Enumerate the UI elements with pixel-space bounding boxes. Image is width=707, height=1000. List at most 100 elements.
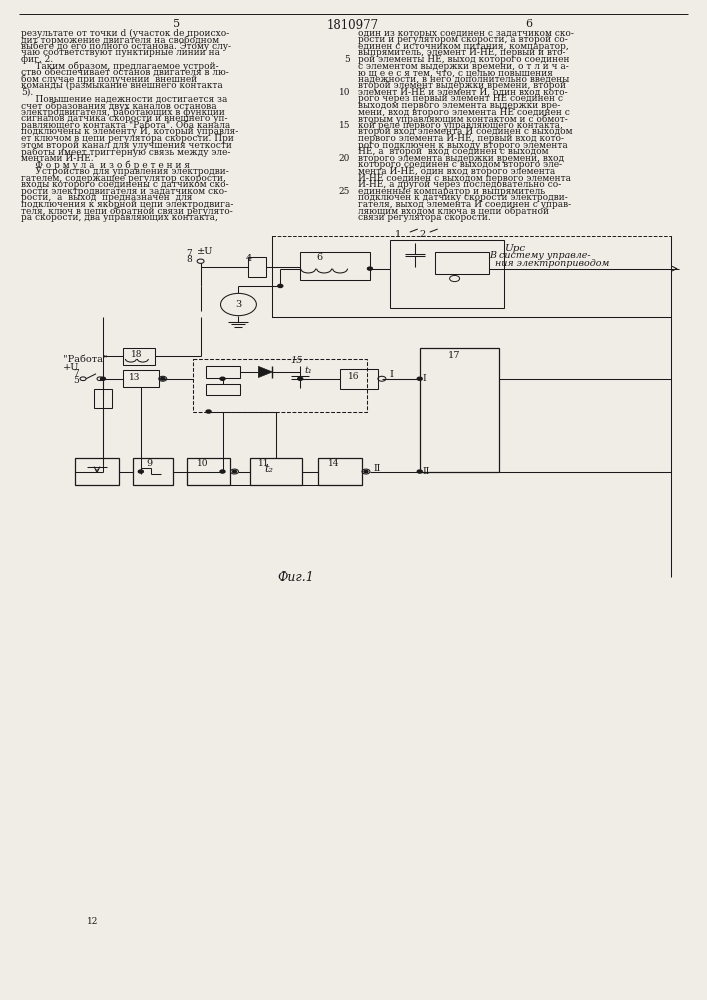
Text: один из которых соединен с задатчиком ско-: один из которых соединен с задатчиком ск… [358,29,574,38]
Text: В систему управле-: В систему управле- [489,251,591,260]
Text: рой элементы НЕ, выход которого соединен: рой элементы НЕ, выход которого соединен [358,55,569,64]
Text: выходом первого элемента выдержки вре-: выходом первого элемента выдержки вре- [358,101,560,110]
Text: 3: 3 [235,300,242,309]
Text: выбеге до его полного останова. Этому слу-: выбеге до его полного останова. Этому сл… [21,42,231,51]
Text: И-НЕ, а другой через последовательно со-: И-НЕ, а другой через последовательно со- [358,180,561,189]
Text: ментами И-НЕ.: ментами И-НЕ. [21,154,94,163]
Polygon shape [258,366,272,378]
Text: теля, ключ в цепи обратной связи регулято-: теля, ключ в цепи обратной связи регулят… [21,206,233,216]
Circle shape [206,410,211,413]
Text: дит торможение двигателя на свободном: дит торможение двигателя на свободном [21,35,219,45]
Text: равляющего контакта "Работа". Оба канала: равляющего контакта "Работа". Оба канала [21,121,230,130]
Bar [248,257,267,277]
Bar [206,384,240,395]
Text: мента И-НЕ, один вход второго элемента: мента И-НЕ, один вход второго элемента [358,167,555,176]
Text: входы которого соединены с датчиком ско-: входы которого соединены с датчиком ско- [21,180,229,189]
Text: I: I [390,370,394,379]
Bar [250,458,302,485]
Text: 15: 15 [339,121,350,130]
Text: с элементом выдержки времени, о т л и ч а-: с элементом выдержки времени, о т л и ч … [358,62,568,71]
Text: мени, вход второго элемента НЕ соединен с: мени, вход второго элемента НЕ соединен … [358,108,570,117]
Text: Таким образом, предлагаемое устрой-: Таким образом, предлагаемое устрой- [21,62,219,71]
Text: 11: 11 [258,459,270,468]
Text: бом случае при получении  внешней: бом случае при получении внешней [21,75,197,84]
Text: "Работа": "Работа" [63,355,107,364]
Bar [272,236,671,317]
Text: чаю соответствуют пунктирные линии на: чаю соответствуют пунктирные линии на [21,48,221,57]
Text: 6: 6 [526,19,533,29]
Text: II: II [374,464,381,473]
Text: Uрс: Uрс [504,244,525,253]
Text: И-НЕ соединен с выходом первого элемента: И-НЕ соединен с выходом первого элемента [358,174,571,183]
Text: которого соединен с выходом второго эле-: которого соединен с выходом второго эле- [358,160,562,169]
Text: Устройство для управления электродви-: Устройство для управления электродви- [21,167,229,176]
Bar [420,348,499,472]
Bar [133,458,173,485]
Text: 8: 8 [187,255,192,264]
Bar [123,370,159,387]
Bar [390,240,504,308]
Text: гателем, содержащее регулятор скорости,: гателем, содержащее регулятор скорости, [21,174,226,183]
Bar [187,458,230,485]
Text: рого подключен к выходу второго элемента: рого подключен к выходу второго элемента [358,141,568,150]
Text: 9: 9 [147,459,153,468]
Bar [75,458,119,485]
Text: ния электроприводом: ния электроприводом [496,259,610,268]
Text: 10: 10 [339,88,350,97]
Circle shape [368,267,373,270]
Text: гателя, выход элемента И соединен с управ-: гателя, выход элемента И соединен с упра… [358,200,571,209]
Text: выпрямитель, элемент И-НЕ, первый и вто-: выпрямитель, элемент И-НЕ, первый и вто- [358,48,566,57]
Text: команды (размыкание внешнего контакта: команды (размыкание внешнего контакта [21,81,223,90]
Text: этом второй канал для улучшения четкости: этом второй канал для улучшения четкости [21,141,232,150]
Bar [192,359,367,412]
Text: сигналов датчика скорости и внешнего уп-: сигналов датчика скорости и внешнего уп- [21,114,228,123]
Circle shape [278,284,283,288]
Text: 18: 18 [131,350,142,359]
Text: ляющим входом ключа в цепи обратной: ляющим входом ключа в цепи обратной [358,206,549,216]
Bar [435,252,489,274]
Text: 5: 5 [344,55,350,64]
Text: ет ключом в цепи регулятора скорости. При: ет ключом в цепи регулятора скорости. Пр… [21,134,234,143]
Text: НЕ, а  второй  вход соединен с выходом: НЕ, а второй вход соединен с выходом [358,147,549,156]
Text: 25: 25 [339,187,350,196]
Text: 12: 12 [87,917,98,926]
Bar [206,366,240,378]
Text: ±U: ±U [197,247,213,256]
Text: t₁: t₁ [304,366,312,375]
Bar [94,389,112,408]
Text: ство обеспечивает останов двигателя в лю-: ство обеспечивает останов двигателя в лю… [21,68,229,77]
Text: электродвигателя, работающих в функции: электродвигателя, работающих в функции [21,108,226,117]
Text: 10: 10 [197,459,208,468]
Text: второго элемента выдержки времени, вход: второго элемента выдержки времени, вход [358,154,564,163]
Text: единенные компаратор и выпрямитель: единенные компаратор и выпрямитель [358,187,545,196]
Text: первого элемента И-НЕ, первый вход кото-: первого элемента И-НЕ, первый вход кото- [358,134,564,143]
Text: t₂: t₂ [264,464,274,474]
Text: второй элемент выдержки времени, второй: второй элемент выдержки времени, второй [358,81,566,90]
Text: элемент И-НЕ и элемент И, один вход кото-: элемент И-НЕ и элемент И, один вход кото… [358,88,568,97]
Text: надежности, в него дополнительно введены: надежности, в него дополнительно введены [358,75,569,84]
Text: рости и регулятором скорости, а второй со-: рости и регулятором скорости, а второй с… [358,35,568,44]
Text: 7: 7 [187,249,192,258]
Bar [318,458,362,485]
Circle shape [220,377,225,380]
Text: единен с источником питания, компаратор,: единен с источником питания, компаратор, [358,42,568,51]
Text: Повышение надежности достигается за: Повышение надежности достигается за [21,94,228,103]
Text: 14: 14 [328,459,339,468]
Text: 13: 13 [129,373,140,382]
Text: ю щ е е с я тем, что, с целью повышения: ю щ е е с я тем, что, с целью повышения [358,68,553,77]
Text: результате от точки d (участок de происхо-: результате от точки d (участок de происх… [21,29,230,38]
Text: 20: 20 [339,154,350,163]
Text: I: I [423,374,426,383]
Text: работы имеет триггерную связь между эле-: работы имеет триггерную связь между эле- [21,147,230,157]
Text: рого через первый элемент НЕ соединен с: рого через первый элемент НЕ соединен с [358,94,563,103]
Text: вторым управляющим контактом и с обмот-: вторым управляющим контактом и с обмот- [358,114,568,124]
Text: подключены к элементу И, который управля-: подключены к элементу И, который управля… [21,127,238,136]
Text: подключения к якорной цепи электродвига-: подключения к якорной цепи электродвига- [21,200,234,209]
Text: связи регулятора скорости.: связи регулятора скорости. [358,213,491,222]
Text: 2: 2 [420,230,426,239]
Text: +U: +U [63,363,80,372]
Text: рости электродвигателя и задатчиком ско-: рости электродвигателя и задатчиком ско- [21,187,228,196]
Text: 5: 5 [173,19,180,29]
Text: Ф о р м у л а  и з о б р е т е н и я: Ф о р м у л а и з о б р е т е н и я [21,160,190,170]
Text: 17: 17 [448,351,460,360]
